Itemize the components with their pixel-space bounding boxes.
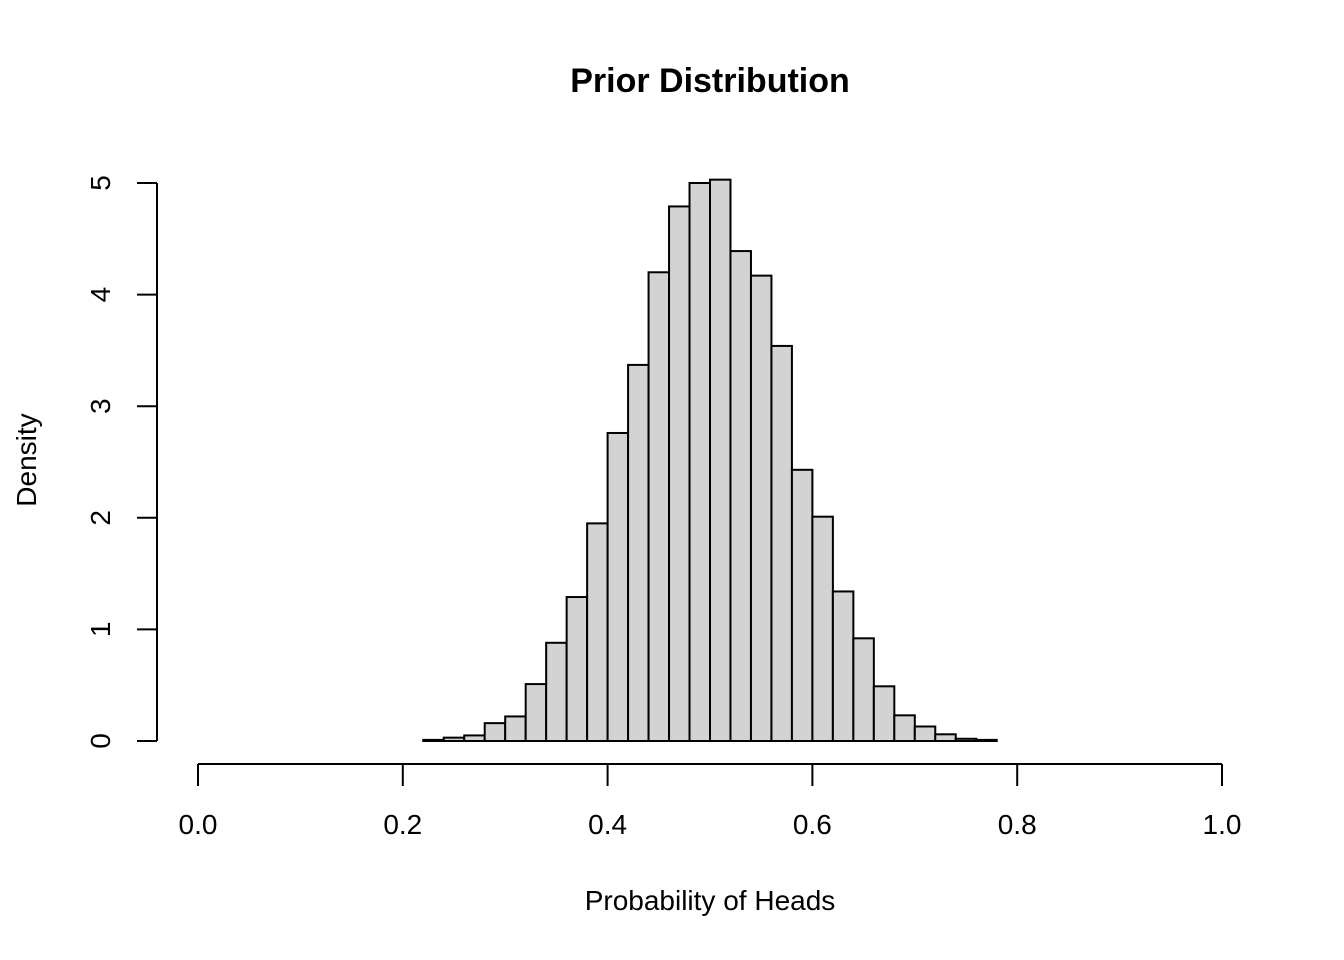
chart-title: Prior Distribution <box>570 62 850 100</box>
histogram-bar <box>647 271 671 742</box>
y-tick-label: 5 <box>85 175 116 191</box>
histogram-bar <box>729 250 752 743</box>
histogram-bar <box>565 596 589 743</box>
histogram-bar <box>954 737 978 743</box>
histogram-bar <box>852 637 875 742</box>
histogram-bar <box>483 722 507 742</box>
histogram-bar <box>545 641 568 742</box>
histogram-bar <box>934 733 957 743</box>
y-axis-label: Density <box>11 413 42 506</box>
histogram-bar <box>749 274 773 742</box>
x-tick-label: 1.0 <box>1203 809 1242 840</box>
histogram-bar <box>709 178 732 743</box>
y-tick-label: 0 <box>85 733 116 749</box>
histogram-bar <box>811 515 834 743</box>
histogram-bar <box>463 734 486 742</box>
x-tick-label: 0.0 <box>179 809 218 840</box>
histogram-bar <box>524 683 548 742</box>
y-axis: 0 1 2 3 4 5 <box>85 175 158 749</box>
histogram-bar <box>422 738 445 742</box>
histogram-bar <box>504 715 527 742</box>
x-tick-label: 0.8 <box>998 809 1037 840</box>
x-tick-label: 0.4 <box>588 809 627 840</box>
histogram-bar <box>668 205 691 743</box>
y-tick-label: 4 <box>85 287 116 303</box>
y-tick-label: 3 <box>85 398 116 414</box>
x-tick-label: 0.2 <box>383 809 422 840</box>
histogram-bar <box>913 725 937 743</box>
histogram-bar <box>606 431 630 742</box>
histogram-bar <box>586 522 609 742</box>
x-axis: 0.0 0.2 0.4 0.6 0.8 1.0 <box>179 763 1242 840</box>
histogram-bar <box>442 736 466 742</box>
histogram-bar <box>893 714 916 742</box>
histogram-bar <box>790 468 814 742</box>
histogram-bar <box>975 738 998 742</box>
y-tick-label: 1 <box>85 622 116 638</box>
histogram-bar <box>872 685 896 742</box>
histogram-bars <box>422 178 998 743</box>
histogram-bar <box>688 182 712 742</box>
histogram-bar <box>627 363 650 742</box>
histogram-bar <box>770 344 793 742</box>
y-tick-label: 2 <box>85 510 116 526</box>
histogram-bar <box>831 590 855 742</box>
x-tick-label: 0.6 <box>793 809 832 840</box>
x-axis-label: Probability of Heads <box>585 885 836 916</box>
